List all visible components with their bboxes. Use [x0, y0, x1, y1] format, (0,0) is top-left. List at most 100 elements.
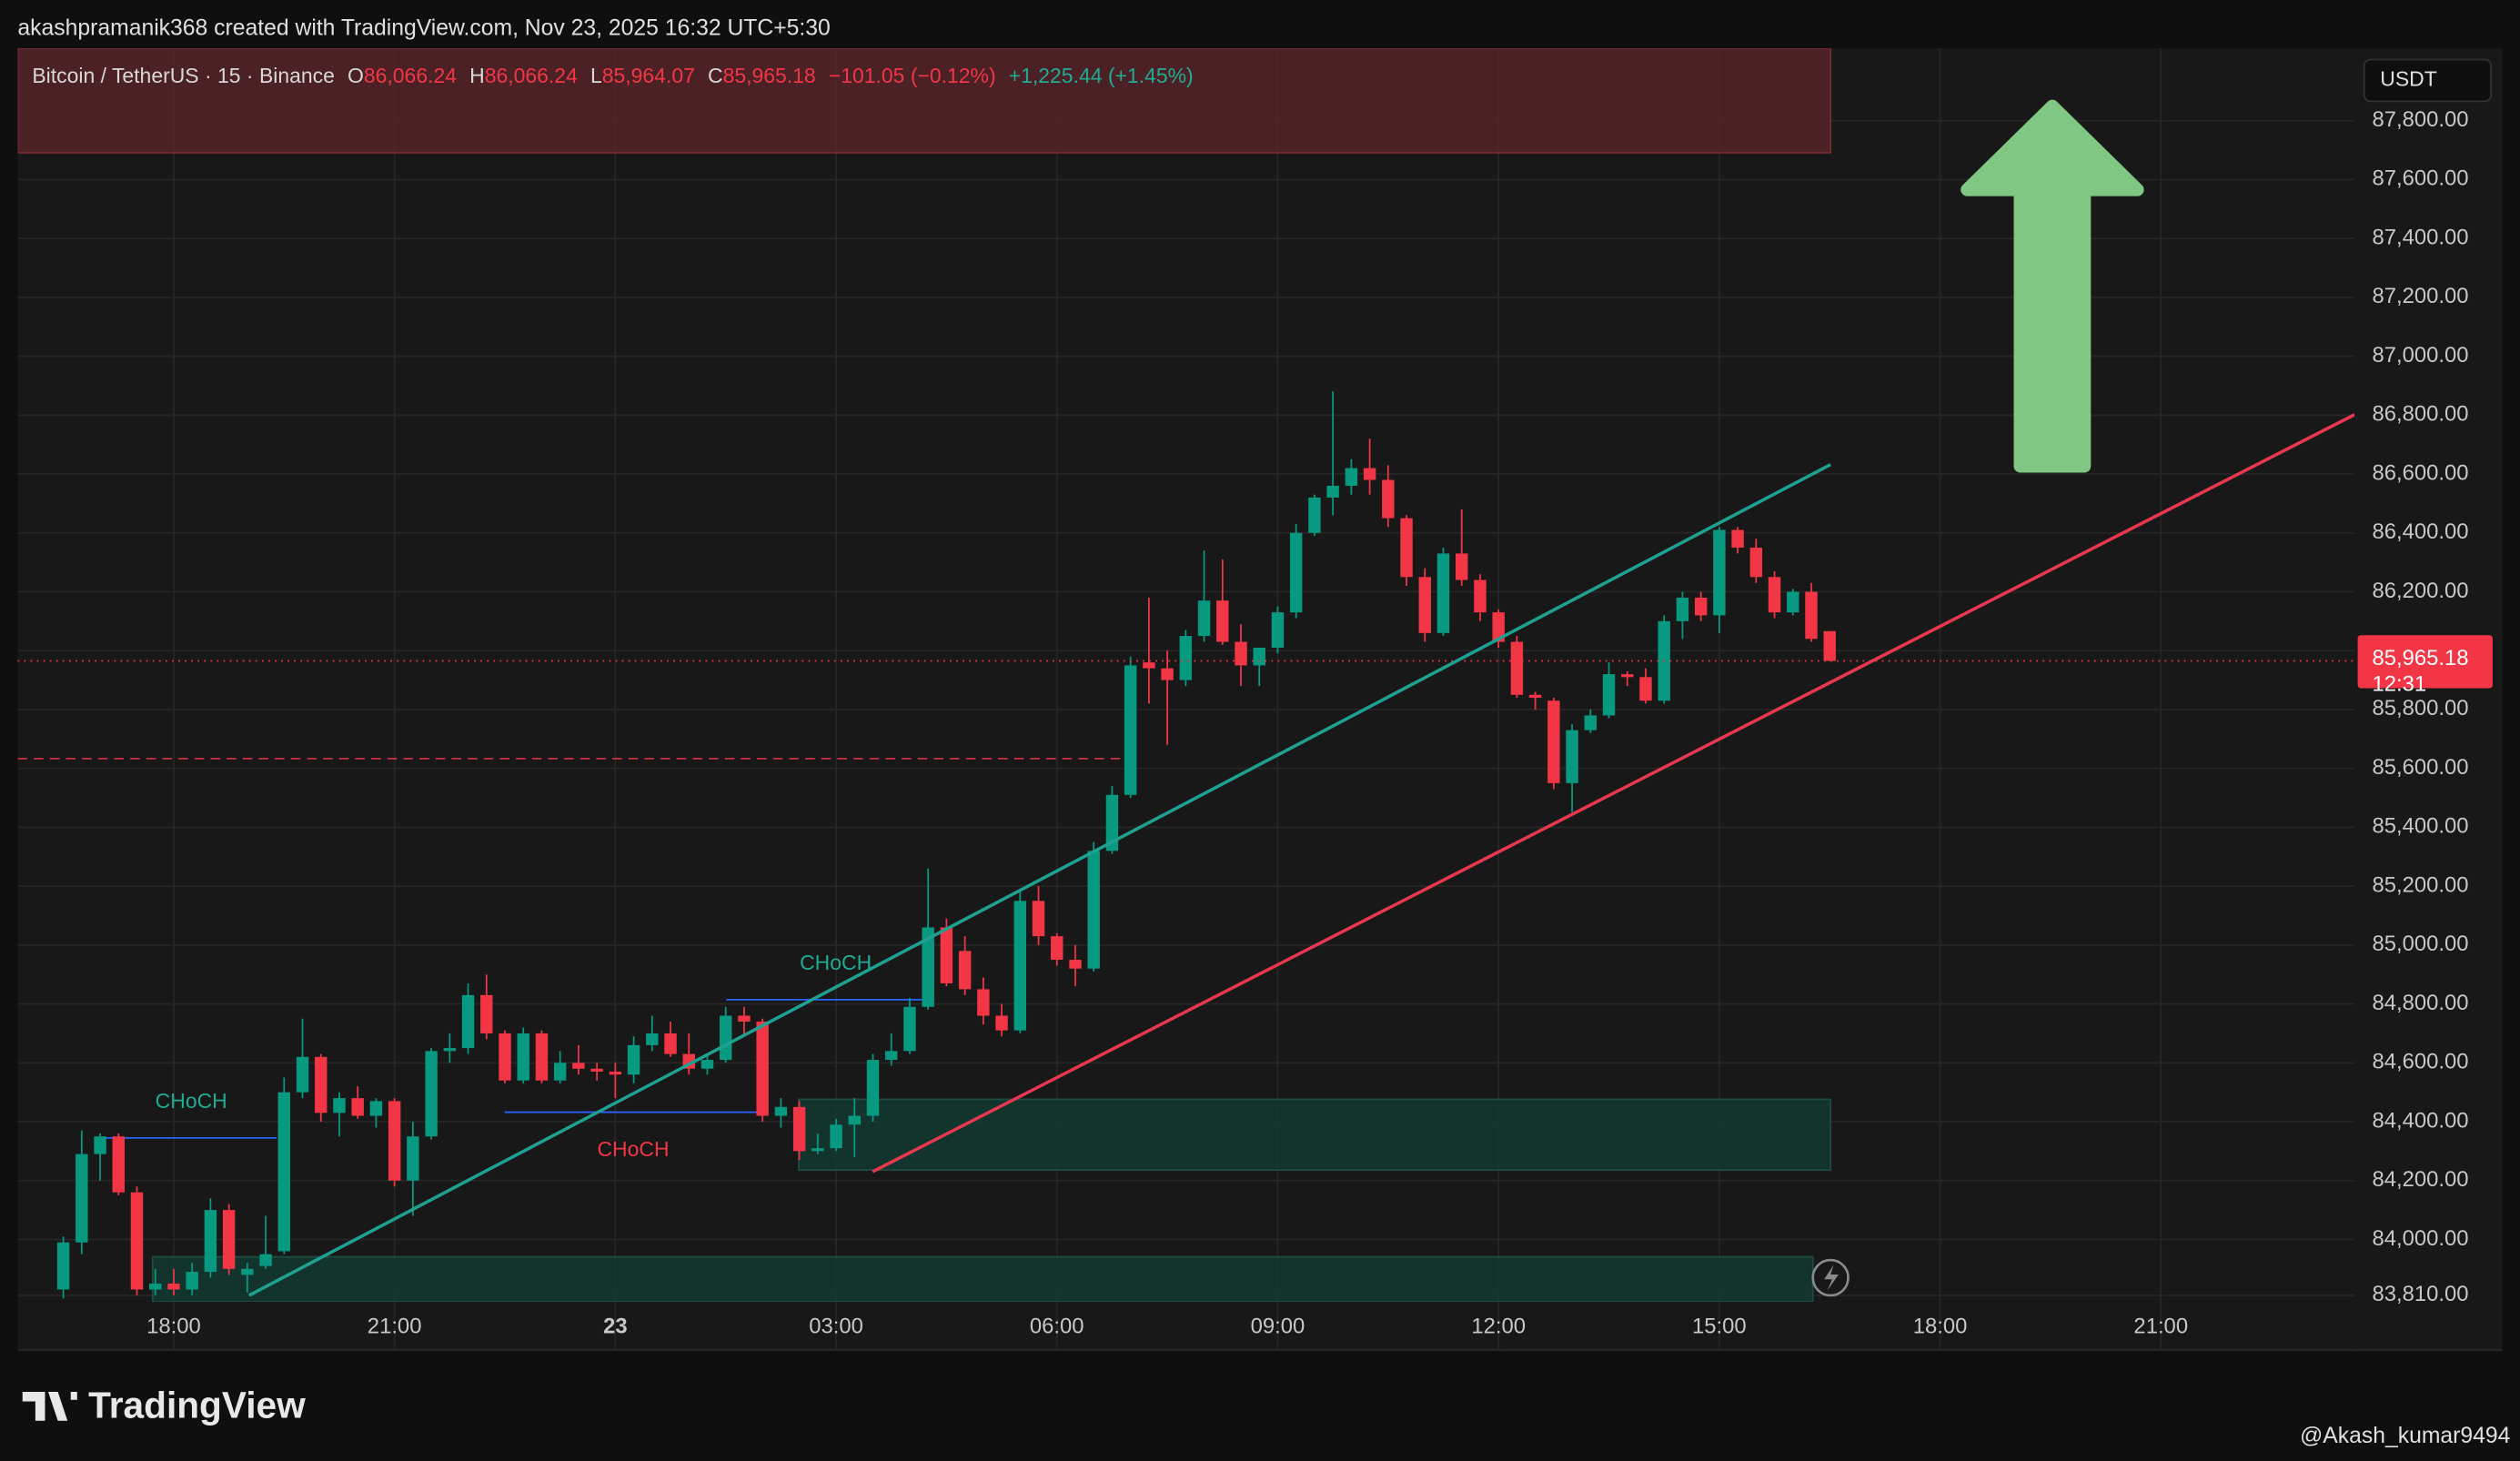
trendline: [247, 463, 1831, 1297]
countdown: 12:31: [2372, 671, 2426, 696]
candle-body: [1124, 665, 1137, 795]
candles: [17, 391, 2355, 1299]
candle-body: [995, 1015, 1008, 1031]
legend-item: 85,964.07: [602, 64, 695, 87]
demand-zone: [798, 1098, 1832, 1172]
x-tick-label: 03:00: [809, 1315, 863, 1339]
trendlines: [247, 99, 2355, 1297]
arrow-up: [1961, 99, 2144, 473]
attribution: akashpramanik368 created with TradingVie…: [17, 15, 830, 40]
candle-body: [977, 989, 990, 1016]
y-tick-label: 84,600.00: [2372, 1050, 2468, 1074]
candle-body: [572, 1063, 585, 1069]
candle-body: [94, 1136, 106, 1154]
y-tick-label: 83,810.00: [2372, 1282, 2468, 1306]
x-tick-label: 12:00: [1471, 1315, 1526, 1339]
candle-body: [1768, 577, 1781, 613]
candle-body: [112, 1136, 125, 1193]
y-tick-label: 85,600.00: [2372, 755, 2468, 780]
candle-body: [1032, 901, 1045, 937]
candle-body: [1455, 553, 1468, 580]
last-price-label: 85,965.18: [2372, 646, 2468, 670]
candle-body: [1013, 901, 1027, 1031]
candle-body: [1694, 597, 1708, 616]
candle-body: [1051, 936, 1063, 961]
candle-body: [369, 1101, 383, 1116]
candle-body: [1602, 674, 1616, 716]
candle-body: [958, 951, 972, 990]
candle-body: [204, 1210, 217, 1273]
x-tick-label: 09:00: [1251, 1315, 1305, 1339]
candle-body: [461, 994, 475, 1049]
candle-body: [296, 1056, 309, 1093]
candle-body: [719, 1015, 732, 1061]
candle-body: [130, 1192, 144, 1290]
y-tick-label: 87,400.00: [2372, 225, 2468, 249]
x-tick-label: 21:00: [2133, 1315, 2188, 1339]
y-tick-label: 84,000.00: [2372, 1226, 2468, 1251]
candle-body: [222, 1210, 236, 1269]
candle-body: [1528, 694, 1542, 698]
y-tick-label: 86,600.00: [2372, 460, 2468, 485]
replay-icon[interactable]: [1811, 1258, 1850, 1297]
x-tick-label: 21:00: [368, 1315, 422, 1339]
candle-body: [1547, 700, 1560, 783]
candle-body: [1363, 468, 1376, 480]
candle-body: [425, 1051, 438, 1137]
candle-body: [738, 1015, 751, 1022]
candle-body: [1639, 677, 1652, 701]
x-tick-label: 18:00: [1913, 1315, 1968, 1339]
candle-body: [553, 1063, 567, 1081]
candle-body: [1713, 529, 1726, 616]
candle-body: [186, 1272, 198, 1290]
candle-body: [1400, 518, 1413, 578]
candle-body: [664, 1033, 677, 1054]
y-tick-label: 86,200.00: [2372, 579, 2468, 603]
candle-body: [535, 1033, 549, 1081]
candle-body: [259, 1254, 272, 1266]
y-tick-label: 84,800.00: [2372, 991, 2468, 1015]
candle-body: [1492, 612, 1505, 642]
legend-item: L: [590, 64, 602, 87]
y-tick-label: 85,400.00: [2372, 814, 2468, 839]
currency: USDT: [2380, 66, 2436, 90]
x-tick-label: 15:00: [1692, 1315, 1747, 1339]
candle-body: [388, 1101, 401, 1181]
candle-body: [885, 1051, 898, 1061]
legend-item: Bitcoin / TetherUS · 15 · Binance: [32, 64, 335, 87]
candle-body: [1345, 468, 1358, 486]
candle-body: [1235, 641, 1247, 666]
annotation: CHoCH: [597, 1137, 669, 1161]
supply-zone: [17, 48, 1832, 154]
candle-body: [1731, 529, 1744, 548]
y-tick-label: 87,800.00: [2372, 107, 2468, 132]
legend-item: −101.05 (−0.12%): [829, 64, 996, 87]
legend-item: C: [708, 64, 723, 87]
candle-body: [1105, 794, 1119, 851]
legend-item: 86,066.24: [485, 64, 578, 87]
currency-box[interactable]: [2363, 58, 2493, 103]
x-tick-label: 06:00: [1030, 1315, 1084, 1339]
candle-body: [1787, 591, 1799, 613]
candle-body: [56, 1242, 70, 1290]
candle-body: [1289, 532, 1303, 613]
demand-zone: [151, 1255, 1814, 1303]
candle-body: [1436, 553, 1450, 633]
y-tick-label: 85,000.00: [2372, 932, 2468, 956]
candle-body: [1253, 647, 1265, 666]
candle-body: [480, 994, 493, 1033]
candle-body: [1418, 577, 1431, 633]
candle-body: [701, 1060, 714, 1069]
price-axis: [2354, 48, 2503, 1351]
candle-body: [351, 1098, 364, 1116]
axes: 83,810.00 84,000.00 84,200.00 84,400.00 84,6…: [146, 107, 2493, 1339]
candle-body: [499, 1033, 511, 1081]
candle-body: [1216, 600, 1229, 642]
candle-body: [940, 927, 953, 983]
candle-body: [443, 1048, 457, 1052]
x-tick-label: 18:00: [146, 1315, 201, 1339]
y-tick-label: 87,000.00: [2372, 343, 2468, 368]
candle-body: [1143, 662, 1155, 669]
candle-body: [1823, 630, 1836, 661]
